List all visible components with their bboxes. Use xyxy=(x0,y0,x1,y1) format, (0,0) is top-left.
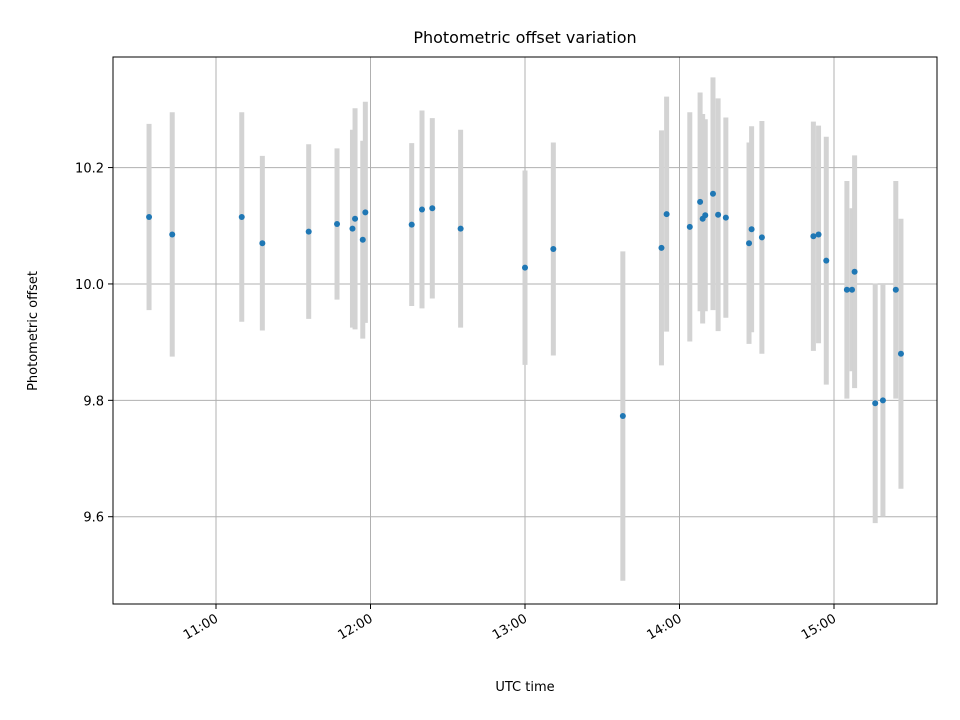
data-point xyxy=(334,221,341,228)
data-point xyxy=(305,228,312,235)
data-point xyxy=(658,244,665,251)
data-point xyxy=(872,400,879,407)
data-point xyxy=(897,350,904,357)
data-point xyxy=(169,231,176,238)
y-tick-label: 9.8 xyxy=(83,394,104,409)
data-point xyxy=(352,215,359,222)
y-tick-label: 10.0 xyxy=(75,278,104,293)
data-point xyxy=(522,264,528,271)
data-point xyxy=(686,223,693,230)
data-point xyxy=(259,240,266,247)
data-point xyxy=(359,236,366,243)
y-tick-label: 9.6 xyxy=(83,511,104,526)
y-axis-label: Photometric offset xyxy=(26,271,41,391)
data-point xyxy=(702,212,709,219)
data-point xyxy=(697,198,704,205)
data-point xyxy=(851,268,858,275)
grid-lines xyxy=(113,57,937,604)
y-tick-label: 10.2 xyxy=(75,162,104,177)
data-point xyxy=(429,205,436,212)
data-point xyxy=(746,240,753,247)
data-point xyxy=(419,206,425,213)
data-point xyxy=(709,190,716,197)
data-point xyxy=(457,225,464,232)
data-point xyxy=(715,211,722,218)
data-point xyxy=(550,246,557,253)
data-point xyxy=(849,286,856,293)
data-point xyxy=(362,209,369,216)
data-point xyxy=(238,214,245,221)
data-point xyxy=(619,413,626,420)
data-point xyxy=(892,286,899,293)
data-point xyxy=(810,233,817,240)
data-point xyxy=(879,397,886,404)
y-axis-ticks: 9.6 9.8 10.0 10.2 xyxy=(75,162,113,526)
chart-title: Photometric offset variation xyxy=(413,28,636,47)
data-point xyxy=(722,214,729,221)
data-point xyxy=(146,214,153,221)
data-point xyxy=(663,211,670,218)
data-point xyxy=(843,286,850,293)
data-point xyxy=(815,231,822,238)
data-point xyxy=(823,257,830,264)
data-points xyxy=(146,190,904,420)
data-point xyxy=(758,234,765,241)
data-point xyxy=(748,226,755,233)
data-point xyxy=(349,225,356,232)
data-point xyxy=(408,221,415,228)
x-axis-label: UTC time xyxy=(495,680,554,695)
